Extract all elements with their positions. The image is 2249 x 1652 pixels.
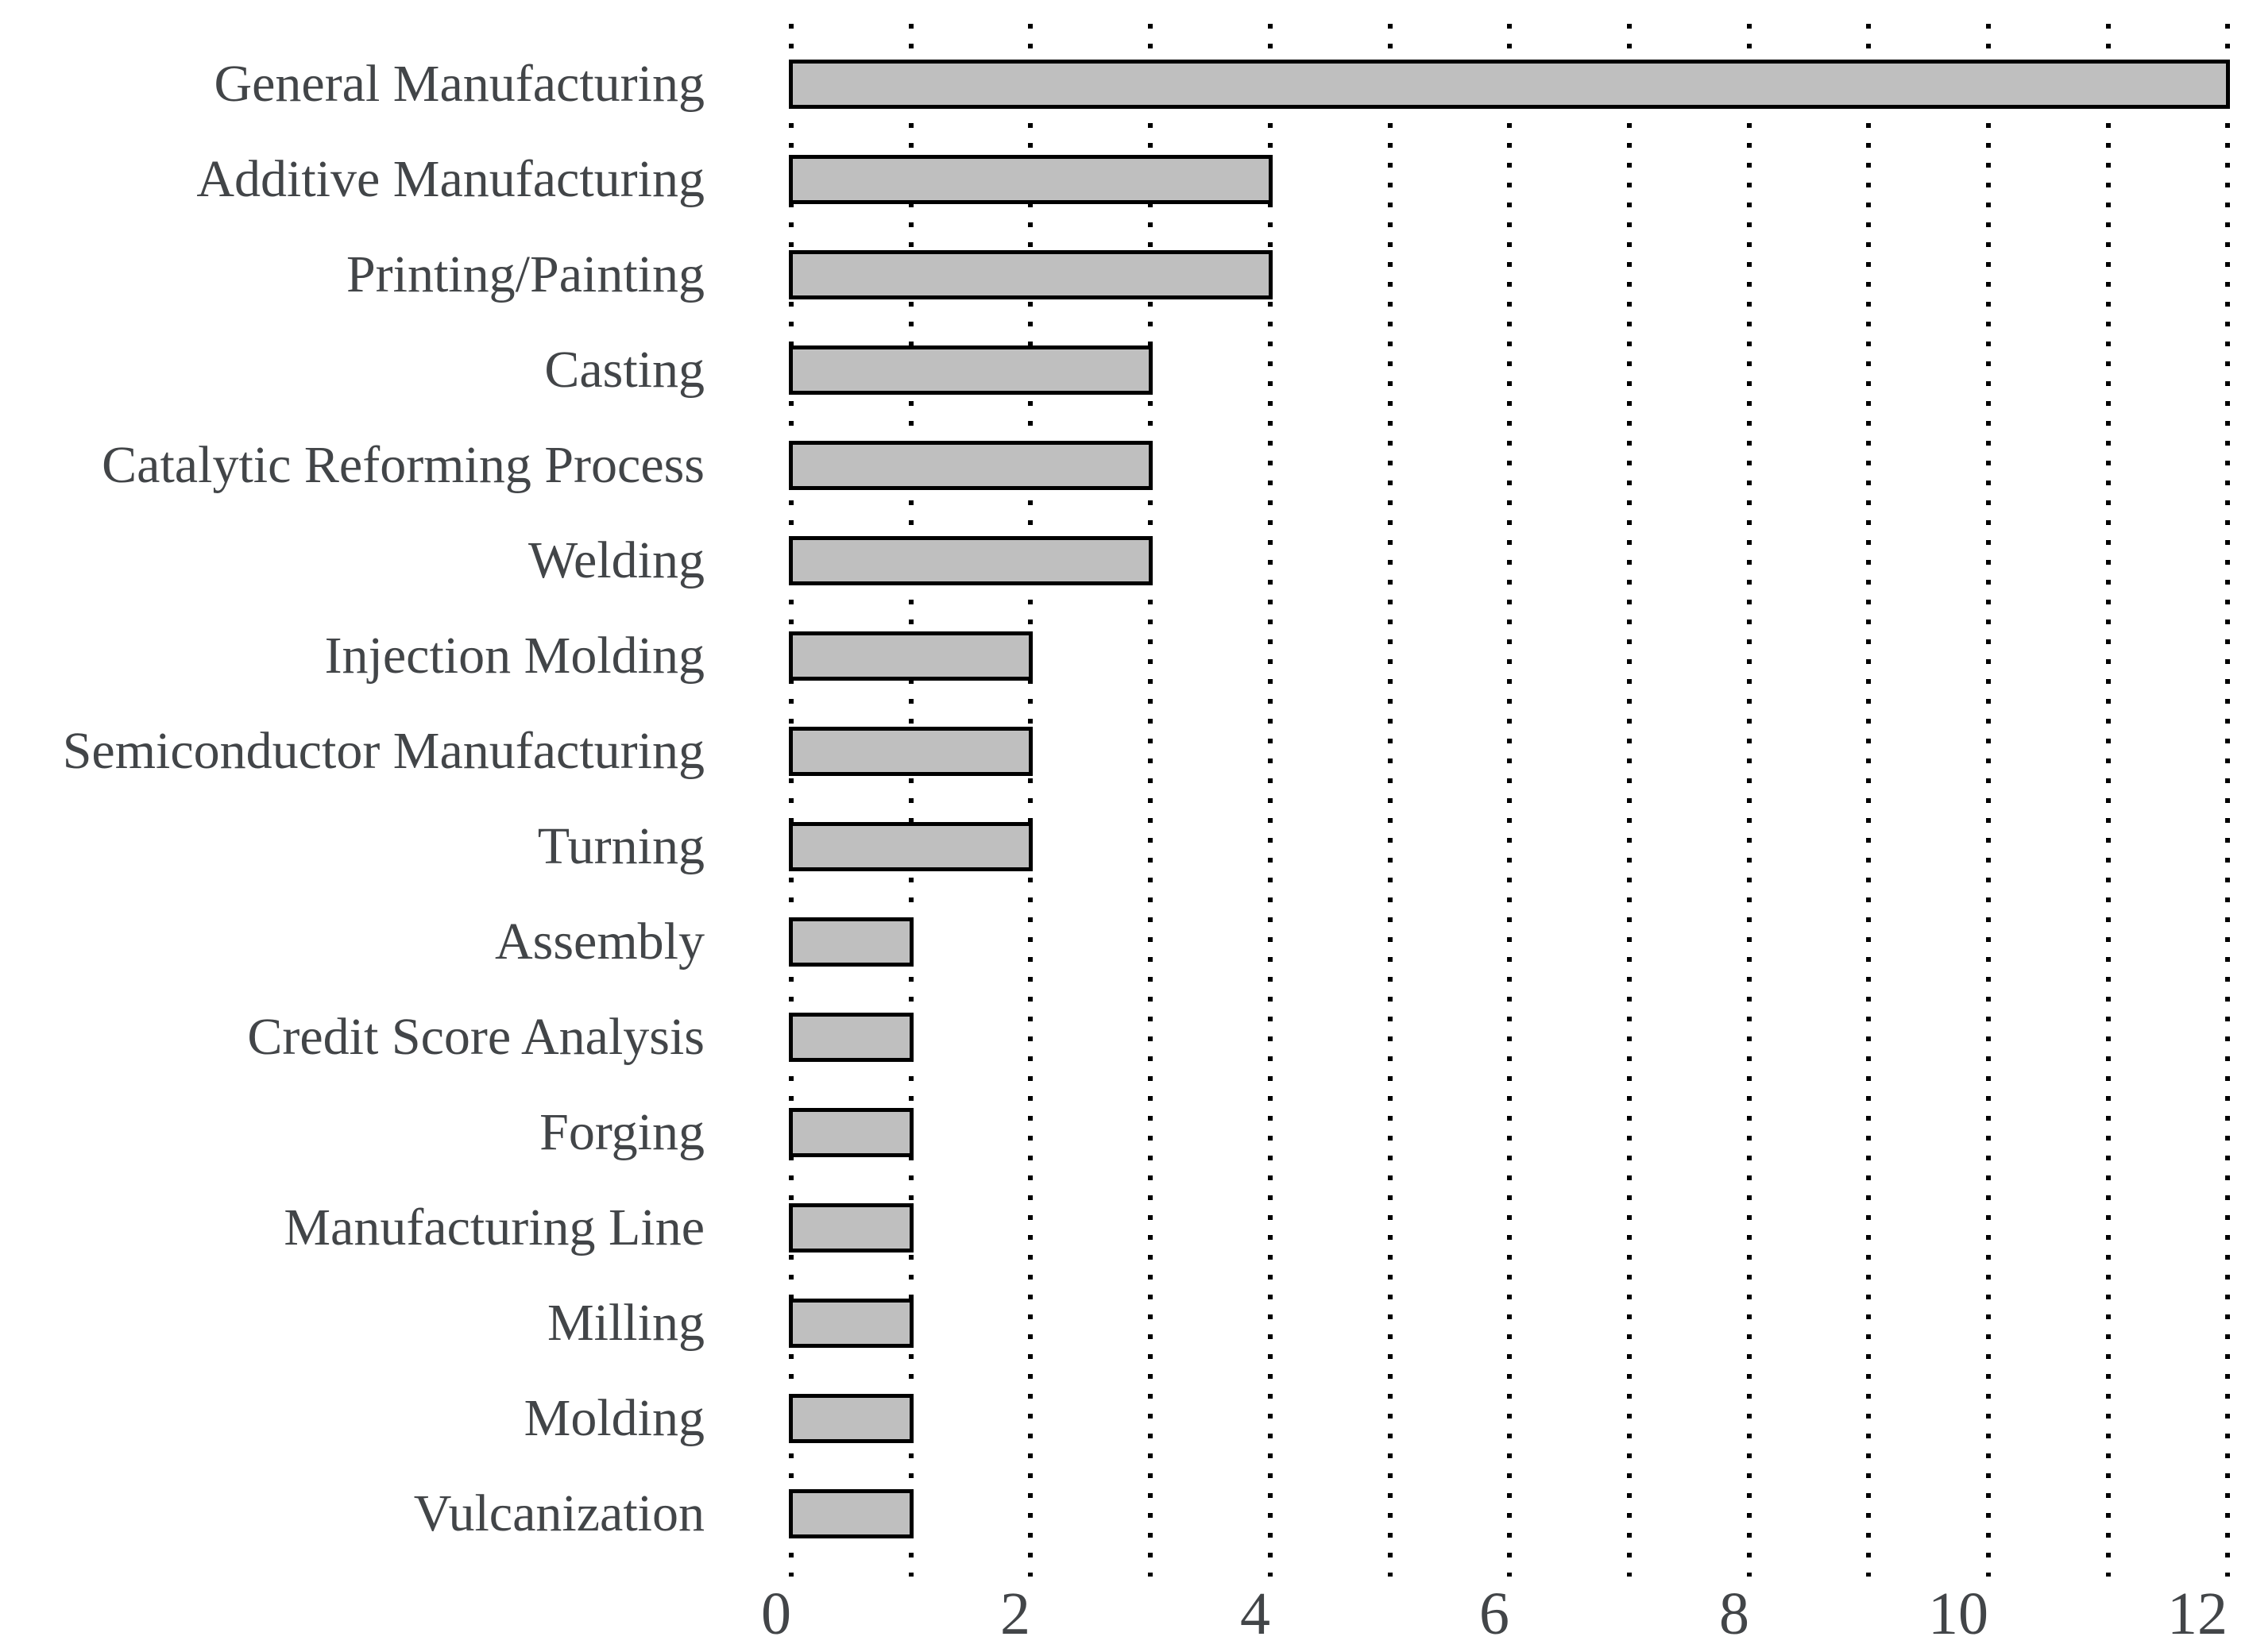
x-tick-label-8: 8 (1719, 1581, 1749, 1647)
gridline-4 (1268, 24, 1273, 1577)
bar-3 (789, 345, 1153, 395)
bar-1 (789, 155, 1273, 204)
x-tick-label-10: 10 (1928, 1581, 1988, 1647)
category-label-10: Credit Score Analysis (247, 1008, 705, 1066)
category-label-8: Turning (537, 817, 705, 875)
bar-9 (789, 917, 914, 967)
gridline-6 (1507, 24, 1512, 1577)
category-label-11: Forging (539, 1103, 705, 1161)
x-tick-label-2: 2 (1000, 1581, 1030, 1647)
bar-7 (789, 727, 1033, 776)
bar-8 (789, 822, 1033, 871)
bar-2 (789, 250, 1273, 299)
bar-5 (789, 536, 1153, 585)
category-label-13: Milling (547, 1294, 705, 1352)
category-label-6: Injection Molding (324, 627, 705, 685)
gridline-7 (1627, 24, 1632, 1577)
gridline-0 (789, 24, 794, 1577)
bar-12 (789, 1203, 914, 1253)
bar-15 (789, 1489, 914, 1538)
gridline-8 (1747, 24, 1752, 1577)
bar-0 (789, 60, 2230, 109)
bar-14 (789, 1394, 914, 1443)
gridline-10 (1986, 24, 1991, 1577)
gridline-9 (1866, 24, 1871, 1577)
gridline-3 (1148, 24, 1153, 1577)
gridline-2 (1028, 24, 1033, 1577)
bar-6 (789, 631, 1033, 681)
bar-4 (789, 441, 1153, 490)
x-tick-label-12: 12 (2167, 1581, 2228, 1647)
category-label-12: Manufacturing Line (284, 1198, 705, 1256)
category-label-1: Additive Manufacturing (196, 150, 705, 208)
gridline-12 (2225, 24, 2230, 1577)
gridline-1 (909, 24, 914, 1577)
category-label-4: Catalytic Reforming Process (102, 436, 705, 494)
x-tick-label-6: 6 (1479, 1581, 1509, 1647)
bar-11 (789, 1108, 914, 1157)
bar-13 (789, 1299, 914, 1348)
category-label-14: Molding (524, 1389, 705, 1447)
gridline-11 (2106, 24, 2111, 1577)
category-label-3: Casting (544, 341, 705, 399)
x-tick-label-4: 4 (1240, 1581, 1270, 1647)
category-label-9: Assembly (495, 913, 705, 971)
category-label-7: Semiconductor Manufacturing (62, 722, 705, 780)
category-label-5: Welding (528, 531, 705, 589)
category-label-15: Vulcanization (413, 1484, 705, 1542)
category-label-0: General Manufacturing (214, 55, 705, 113)
bar-10 (789, 1013, 914, 1062)
category-label-2: Printing/Painting (346, 245, 705, 303)
gridline-5 (1388, 24, 1393, 1577)
x-tick-label-0: 0 (761, 1581, 791, 1647)
